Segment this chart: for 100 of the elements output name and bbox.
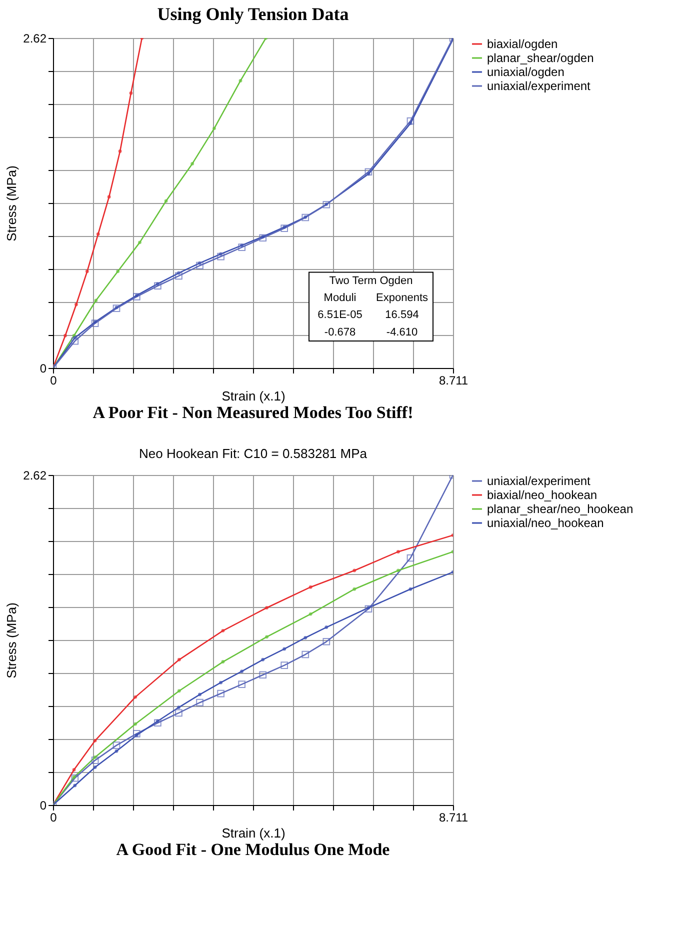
point <box>164 199 168 203</box>
point <box>177 689 181 693</box>
point <box>154 282 162 290</box>
point <box>217 690 224 698</box>
point <box>96 232 100 236</box>
point <box>259 234 267 242</box>
point <box>308 585 312 589</box>
point <box>238 78 242 82</box>
annotation: Two Term Ogden <box>329 274 413 287</box>
y-tick-label: 2.62 <box>23 468 47 482</box>
legend-label: biaxial/ogden <box>487 37 558 51</box>
annotation: Exponents <box>376 292 428 304</box>
point <box>212 126 216 130</box>
x-axis-title: Strain (x.1) <box>222 826 286 840</box>
point <box>265 606 269 610</box>
y-axis-title: Stress (MPa) <box>4 602 20 678</box>
y-tick-label: 0 <box>40 798 47 812</box>
chart-title: Using Only Tension Data <box>157 4 349 24</box>
legend-label: uniaxial/ogden <box>487 65 564 79</box>
text: A Poor Fit - Non Measured Modes Too Stiff! <box>92 403 414 422</box>
point <box>71 774 79 782</box>
point <box>396 550 400 554</box>
point <box>308 612 312 616</box>
point <box>133 730 140 738</box>
point <box>238 680 246 688</box>
point <box>364 168 372 176</box>
text: A Good Fit - One Modulus One Mode <box>116 840 390 859</box>
point <box>238 244 246 251</box>
y-tick-label: 0 <box>40 362 47 376</box>
chart-title: Neo Hookean Fit: C10 = 0.583281 MPa <box>138 446 368 461</box>
point <box>240 670 244 674</box>
point <box>93 738 97 742</box>
point <box>94 298 98 302</box>
point <box>129 91 133 95</box>
point <box>176 706 180 710</box>
point <box>112 742 120 749</box>
legend-label: uniaxial/experiment <box>487 79 592 93</box>
point <box>64 334 67 338</box>
x-tick-label: 8.711 <box>438 810 468 824</box>
point <box>134 695 138 699</box>
point <box>177 658 181 662</box>
point <box>302 214 310 222</box>
point <box>406 117 414 125</box>
point <box>71 337 79 345</box>
point <box>93 765 97 769</box>
legend-label: uniaxial/neo_hookean <box>487 516 604 530</box>
point <box>107 195 111 199</box>
annotation: -4.610 <box>386 326 418 338</box>
point <box>85 270 89 274</box>
point <box>118 150 122 153</box>
point <box>154 719 162 727</box>
point <box>175 272 182 280</box>
point <box>282 647 286 651</box>
x-tick-label: 8.711 <box>438 374 468 388</box>
point <box>196 698 204 706</box>
point <box>175 709 182 717</box>
point <box>408 587 412 591</box>
point <box>91 320 99 327</box>
annotation: 16.594 <box>385 309 419 322</box>
legend-label: planar_shear/ogden <box>487 51 594 65</box>
annotation: -0.678 <box>324 326 356 338</box>
point <box>93 756 97 759</box>
point <box>219 680 223 684</box>
point <box>114 749 118 753</box>
point <box>396 568 400 572</box>
point <box>261 658 265 662</box>
point <box>196 262 204 270</box>
point <box>352 568 356 572</box>
point <box>116 270 120 274</box>
legend-label: uniaxial/experiment <box>487 474 592 488</box>
point <box>217 252 224 260</box>
point <box>265 635 269 639</box>
point <box>304 636 308 640</box>
y-axis-title: Stress (MPa) <box>4 166 20 242</box>
point <box>74 302 78 306</box>
point <box>322 200 330 208</box>
point <box>302 650 310 658</box>
annotation: Moduli <box>324 292 356 304</box>
point <box>280 224 288 232</box>
point <box>352 587 356 591</box>
legend-label: biaxial/neo_hookean <box>487 488 598 502</box>
point <box>259 671 267 679</box>
point <box>190 162 194 166</box>
point <box>138 240 142 244</box>
x-axis-title: Strain (x.1) <box>222 388 286 404</box>
point <box>198 692 202 696</box>
y-tick-label: 2.62 <box>23 32 47 46</box>
point <box>280 662 288 669</box>
point <box>73 784 77 788</box>
legend-label: planar_shear/neo_hookean <box>487 502 634 516</box>
point <box>221 660 225 664</box>
point <box>324 626 328 630</box>
point <box>134 722 138 726</box>
point <box>406 554 414 562</box>
point <box>322 638 330 646</box>
point <box>72 768 76 772</box>
point <box>221 628 225 632</box>
point <box>364 605 372 613</box>
annotation: 6.51E-05 <box>318 309 362 322</box>
point <box>112 304 120 312</box>
